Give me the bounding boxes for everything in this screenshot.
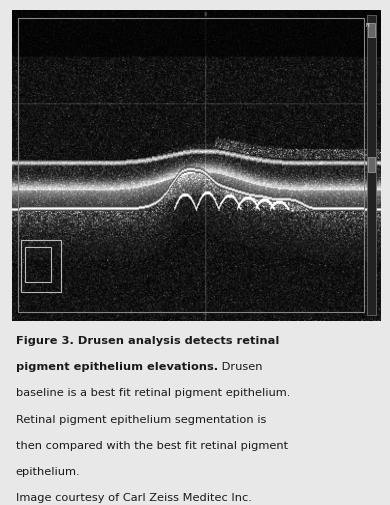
Bar <box>368 23 375 37</box>
Bar <box>367 15 376 316</box>
Bar <box>368 157 375 172</box>
Bar <box>21 240 61 292</box>
Text: pigment epithelium elevations.: pigment epithelium elevations. <box>16 362 218 372</box>
Text: epithelium.: epithelium. <box>16 467 80 477</box>
Text: Drusen: Drusen <box>218 362 262 372</box>
Text: then compared with the best fit retinal pigment: then compared with the best fit retinal … <box>16 441 288 451</box>
Text: baseline is a best fit retinal pigment epithelium.: baseline is a best fit retinal pigment e… <box>16 388 290 398</box>
Bar <box>25 247 51 282</box>
Text: Image courtesy of Carl Zeiss Meditec Inc.: Image courtesy of Carl Zeiss Meditec Inc… <box>16 493 252 503</box>
Text: FI: FI <box>365 23 370 28</box>
Text: Retinal pigment epithelium segmentation is: Retinal pigment epithelium segmentation … <box>16 415 266 425</box>
Text: Figure 3. Drusen analysis detects retinal: Figure 3. Drusen analysis detects retina… <box>16 336 279 346</box>
